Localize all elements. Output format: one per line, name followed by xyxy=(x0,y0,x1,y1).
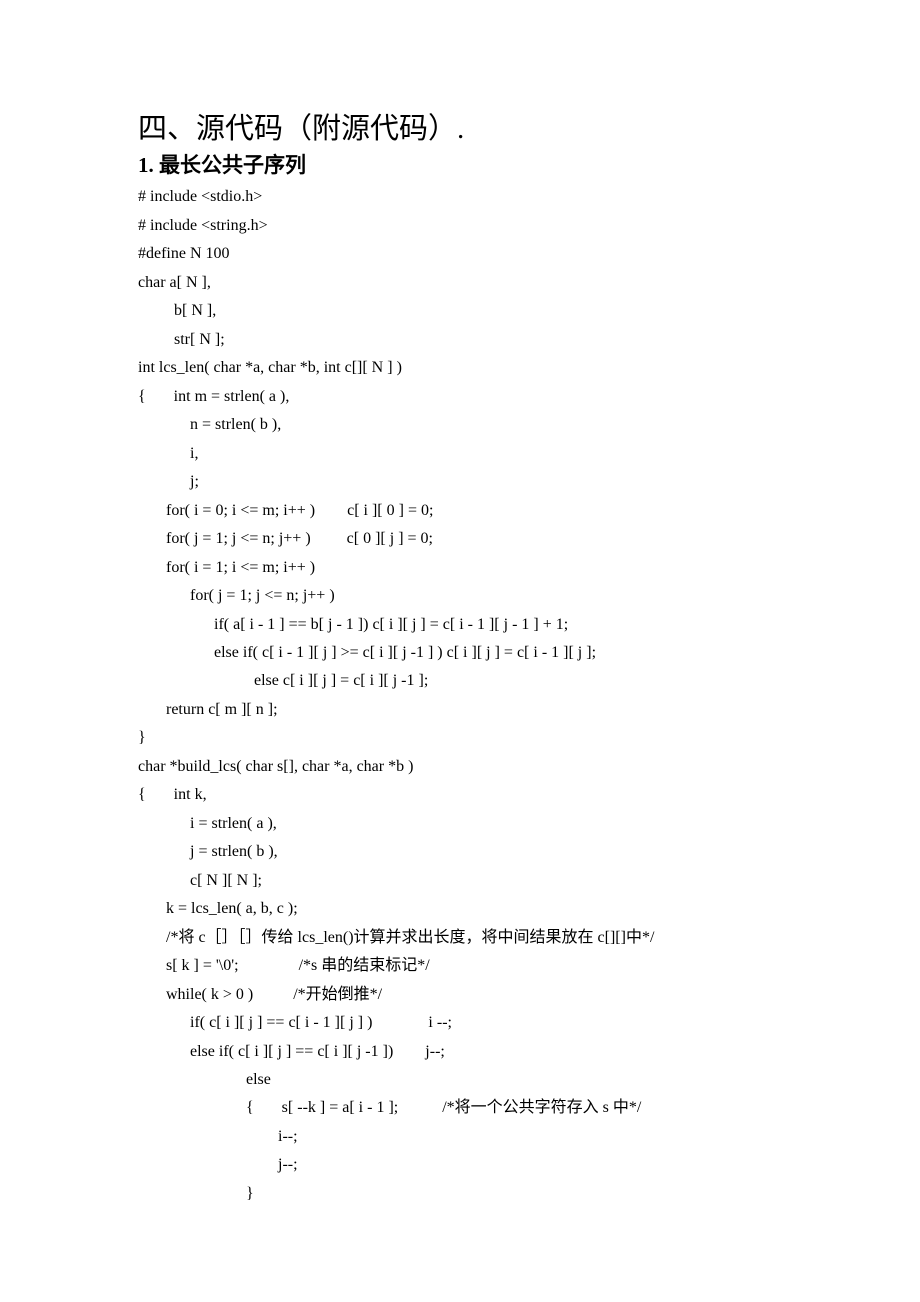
source-code-block: # include <stdio.h> # include <string.h>… xyxy=(138,183,790,1208)
document-page: 四、源代码（附源代码）. 1. 最长公共子序列 # include <stdio… xyxy=(0,0,920,1268)
section-heading: 四、源代码（附源代码）. xyxy=(138,110,790,149)
subsection-heading: 1. 最长公共子序列 xyxy=(138,151,790,179)
